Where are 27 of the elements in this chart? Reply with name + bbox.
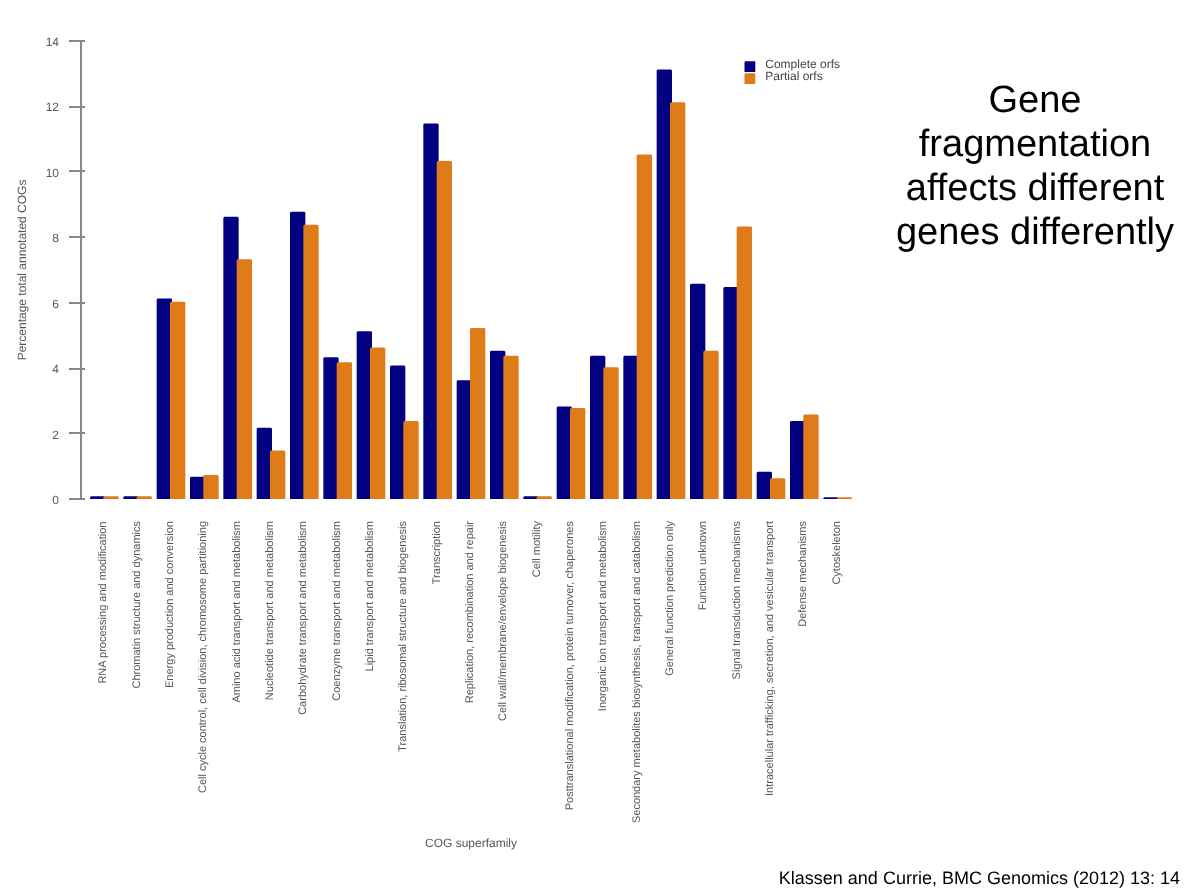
bar	[270, 450, 286, 499]
bar	[303, 224, 319, 499]
bar	[323, 357, 339, 499]
bar	[223, 216, 239, 499]
bar	[390, 365, 406, 499]
bar	[770, 478, 786, 499]
bar	[203, 475, 219, 499]
bar	[636, 154, 652, 499]
text: Klassen and Currie, BMC Genomics (2012) 13: 14	[778, 866, 1180, 892]
bar	[170, 301, 186, 499]
bar	[736, 226, 752, 499]
bar	[503, 355, 519, 499]
bar	[470, 327, 486, 499]
bar	[336, 362, 352, 499]
bar	[403, 421, 419, 499]
bar	[570, 408, 586, 499]
bar	[603, 367, 619, 499]
bar	[803, 414, 819, 499]
text: Gene fragmentation affects different genes differently	[893, 80, 1177, 255]
bar	[370, 347, 386, 499]
bar	[423, 123, 439, 499]
bar	[670, 102, 686, 499]
bar	[703, 350, 719, 499]
bar	[236, 259, 252, 499]
bar	[436, 161, 452, 499]
bar	[723, 286, 739, 499]
bar	[623, 355, 639, 499]
